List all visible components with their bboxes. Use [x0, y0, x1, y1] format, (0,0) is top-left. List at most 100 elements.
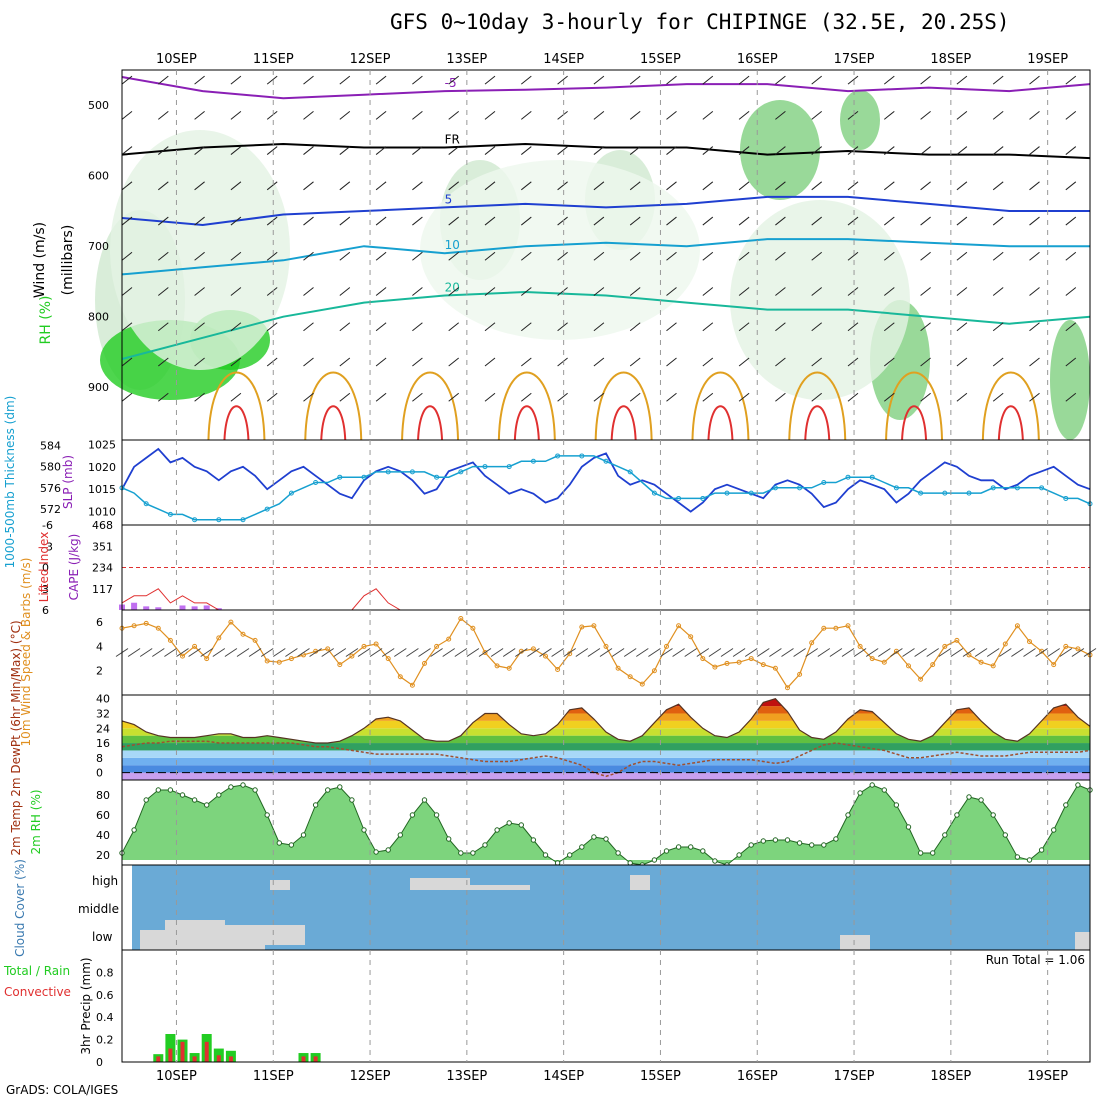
wind-barb	[266, 322, 278, 332]
temp-contour-30	[594, 371, 653, 441]
wind-speed-point	[930, 662, 936, 668]
rh-point	[1051, 827, 1057, 833]
wind-barb	[230, 357, 242, 367]
rh-point	[857, 790, 863, 796]
wind-barb-10m	[684, 648, 697, 657]
temp-contour-40	[417, 405, 444, 441]
wind-barb	[1065, 75, 1077, 85]
thickness-point	[748, 490, 754, 496]
rh-point	[905, 824, 912, 830]
wind-speed-point	[700, 656, 706, 662]
wind-speed-point	[990, 663, 996, 669]
li-tick-label: -6	[42, 519, 53, 532]
wind-speed-point	[797, 671, 803, 677]
thickness-point	[216, 517, 222, 523]
wind-barb	[1065, 110, 1077, 120]
wind-barb	[484, 287, 496, 296]
wind-barb	[920, 392, 931, 402]
rh-point	[482, 842, 488, 848]
cape-tick-label: 234	[92, 562, 113, 575]
wind-speed-point	[639, 681, 645, 687]
wind-barb	[266, 251, 278, 261]
wind-barb	[775, 181, 786, 191]
wind-speed-point	[881, 659, 887, 665]
wind-barb-10m	[902, 648, 915, 657]
rh-point	[155, 787, 162, 793]
thickness-point	[1039, 485, 1045, 491]
wind-barb-10m	[321, 648, 334, 657]
wind-barb-10m	[781, 648, 794, 657]
wind-barb	[593, 287, 605, 296]
wind-speed-point	[688, 634, 694, 640]
date-label-top: 10SEP	[156, 52, 197, 67]
precip-convective-bar	[192, 1056, 197, 1062]
wind-barb	[847, 357, 859, 367]
rh-point	[433, 812, 440, 818]
wind-barb	[811, 181, 823, 191]
thickness-point	[700, 495, 706, 501]
wind-barb-10m	[950, 648, 964, 657]
temp-tick-label: 16	[96, 737, 110, 750]
wind-speed-point	[131, 623, 137, 629]
wind-barb	[157, 392, 169, 402]
wind-barb	[520, 287, 532, 296]
cloud-ylabel: Cloud Cover (%)	[13, 859, 27, 957]
rh-tick-label: 60	[96, 809, 110, 822]
wind-barb	[303, 75, 314, 85]
rh-point	[978, 797, 984, 803]
rh-shading	[840, 90, 880, 150]
date-label-top: 13SEP	[446, 52, 487, 67]
wind-barb	[629, 251, 641, 261]
wind-barb-10m	[587, 648, 601, 657]
precip-convective-bar	[204, 1041, 209, 1062]
wind-barb	[738, 251, 750, 261]
wind-barb	[230, 75, 242, 85]
wind-barb	[557, 357, 568, 367]
wind-tick-label: 4	[96, 640, 103, 653]
rh-point	[1063, 802, 1069, 808]
wind-barb	[121, 251, 133, 261]
wind-barb	[775, 322, 786, 332]
chart-title: GFS 0~10day 3-hourly for CHIPINGE (32.5E…	[390, 10, 1010, 34]
pressure-tick-label: 600	[88, 170, 109, 183]
wind-barb	[593, 110, 605, 120]
thickness-point	[264, 506, 270, 512]
rh-point	[397, 832, 403, 838]
rh-point	[1038, 847, 1045, 853]
wind-speed-point	[1014, 623, 1020, 629]
wind-barb	[557, 75, 568, 85]
cape-bar	[155, 607, 162, 610]
wind-barb-10m	[381, 648, 395, 657]
temp-contour-30	[497, 371, 556, 441]
rh-point	[179, 792, 186, 798]
temp-band	[122, 735, 1090, 744]
precip-convective-bar	[228, 1056, 233, 1062]
wind-speed-point	[543, 653, 548, 659]
date-label-top: 15SEP	[640, 52, 681, 67]
wind-barb	[339, 392, 351, 402]
li-tick-label: 3	[42, 583, 49, 596]
temp-tick-label: 8	[96, 752, 103, 765]
wind-barb	[738, 216, 750, 226]
wind-speed-point	[385, 656, 391, 662]
wind-barb	[956, 110, 968, 120]
wind-barb	[303, 181, 314, 191]
wind-barb	[303, 146, 314, 155]
thickness-point	[313, 480, 319, 485]
wind-barb	[883, 287, 895, 296]
thickness-point	[869, 474, 875, 480]
isotherm-label: 10	[445, 238, 460, 252]
wind-barb	[1065, 287, 1077, 296]
wind-barb	[629, 322, 641, 332]
wind-barb	[484, 146, 496, 155]
cloud-fill	[1075, 932, 1090, 950]
rh-point	[458, 850, 464, 856]
cloud-fill	[410, 878, 470, 890]
wind-barb	[1029, 287, 1040, 296]
rh-point	[736, 852, 742, 858]
wind-speed-point	[530, 646, 536, 652]
wind-barb	[339, 322, 351, 332]
wind-speed-point	[772, 665, 778, 671]
wind-barb	[956, 216, 968, 226]
wind-barb	[956, 251, 968, 261]
